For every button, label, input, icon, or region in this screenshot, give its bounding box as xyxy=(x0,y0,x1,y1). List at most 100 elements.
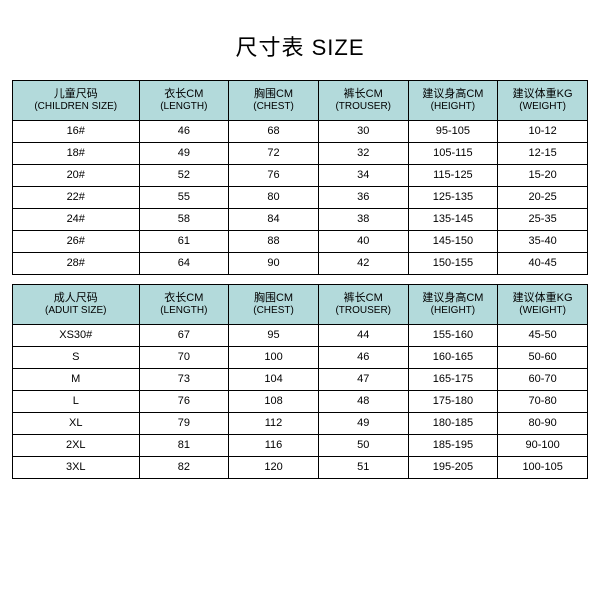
table-cell: 112 xyxy=(229,413,319,435)
col-weight: 建议体重KG(WEIGHT) xyxy=(498,81,588,121)
page-title: 尺寸表 SIZE xyxy=(235,30,364,62)
table-row: 2XL8111650185-19590-100 xyxy=(13,435,588,457)
table-cell: 100 xyxy=(229,347,319,369)
col-length: 衣长CM(LENGTH) xyxy=(139,285,229,325)
table-cell: 76 xyxy=(229,165,319,187)
table-cell: 73 xyxy=(139,369,229,391)
table-row: 24#588438135-14525-35 xyxy=(13,209,588,231)
table-cell: 185-195 xyxy=(408,435,498,457)
table-cell: 81 xyxy=(139,435,229,457)
col-chest: 胸围CM(CHEST) xyxy=(229,81,319,121)
table-cell: 90 xyxy=(229,253,319,275)
col-trouser: 裤长CM(TROUSER) xyxy=(318,285,408,325)
table-cell: 135-145 xyxy=(408,209,498,231)
table-cell: 3XL xyxy=(13,457,140,479)
table-cell: 38 xyxy=(318,209,408,231)
table-cell: 20# xyxy=(13,165,140,187)
table-cell: 49 xyxy=(139,143,229,165)
table-gap xyxy=(13,275,588,285)
table-cell: M xyxy=(13,369,140,391)
col-children-size: 儿童尺码(CHILDREN SIZE) xyxy=(13,81,140,121)
table-row: XL7911249180-18580-90 xyxy=(13,413,588,435)
table-row: S7010046160-16550-60 xyxy=(13,347,588,369)
table-row: 26#618840145-15035-40 xyxy=(13,231,588,253)
table-cell: 42 xyxy=(318,253,408,275)
table-cell: 40 xyxy=(318,231,408,253)
table-cell: 76 xyxy=(139,391,229,413)
table-cell: 32 xyxy=(318,143,408,165)
table-cell: 36 xyxy=(318,187,408,209)
size-table: 儿童尺码(CHILDREN SIZE) 衣长CM(LENGTH) 胸围CM(CH… xyxy=(12,80,588,479)
col-adult-size: 成人尺码(ADUIT SIZE) xyxy=(13,285,140,325)
col-height: 建议身高CM(HEIGHT) xyxy=(408,285,498,325)
table-cell: 60-70 xyxy=(498,369,588,391)
table-row: L7610848175-18070-80 xyxy=(13,391,588,413)
table-row: 18#497232105-11512-15 xyxy=(13,143,588,165)
table-cell: 82 xyxy=(139,457,229,479)
table-cell: 25-35 xyxy=(498,209,588,231)
table-cell: 22# xyxy=(13,187,140,209)
table-cell: XL xyxy=(13,413,140,435)
table-row: 16#46683095-10510-12 xyxy=(13,121,588,143)
table-cell: 105-115 xyxy=(408,143,498,165)
children-header: 儿童尺码(CHILDREN SIZE) 衣长CM(LENGTH) 胸围CM(CH… xyxy=(13,81,588,121)
table-cell: 160-165 xyxy=(408,347,498,369)
table-cell: 55 xyxy=(139,187,229,209)
col-chest: 胸围CM(CHEST) xyxy=(229,285,319,325)
table-cell: 115-125 xyxy=(408,165,498,187)
table-cell: 155-160 xyxy=(408,325,498,347)
table-row: 28#649042150-15540-45 xyxy=(13,253,588,275)
table-cell: 50-60 xyxy=(498,347,588,369)
adult-header: 成人尺码(ADUIT SIZE) 衣长CM(LENGTH) 胸围CM(CHEST… xyxy=(13,285,588,325)
table-cell: 95 xyxy=(229,325,319,347)
table-cell: 175-180 xyxy=(408,391,498,413)
table-cell: 67 xyxy=(139,325,229,347)
table-cell: 195-205 xyxy=(408,457,498,479)
table-cell: 70 xyxy=(139,347,229,369)
table-cell: 12-15 xyxy=(498,143,588,165)
table-cell: 16# xyxy=(13,121,140,143)
table-row: XS30#679544155-16045-50 xyxy=(13,325,588,347)
table-cell: 46 xyxy=(139,121,229,143)
table-row: 20#527634115-12515-20 xyxy=(13,165,588,187)
table-cell: 64 xyxy=(139,253,229,275)
table-cell: 44 xyxy=(318,325,408,347)
table-cell: 15-20 xyxy=(498,165,588,187)
table-cell: 34 xyxy=(318,165,408,187)
table-cell: 95-105 xyxy=(408,121,498,143)
table-cell: 108 xyxy=(229,391,319,413)
col-trouser: 裤长CM(TROUSER) xyxy=(318,81,408,121)
table-cell: L xyxy=(13,391,140,413)
col-height: 建议身高CM(HEIGHT) xyxy=(408,81,498,121)
children-body: 16#46683095-10510-1218#497232105-11512-1… xyxy=(13,121,588,275)
table-cell: 70-80 xyxy=(498,391,588,413)
table-cell: 20-25 xyxy=(498,187,588,209)
table-cell: 150-155 xyxy=(408,253,498,275)
table-cell: 68 xyxy=(229,121,319,143)
table-cell: 180-185 xyxy=(408,413,498,435)
col-length: 衣长CM(LENGTH) xyxy=(139,81,229,121)
table-cell: 100-105 xyxy=(498,457,588,479)
table-cell: XS30# xyxy=(13,325,140,347)
table-cell: S xyxy=(13,347,140,369)
table-row: 22#558036125-13520-25 xyxy=(13,187,588,209)
table-cell: 48 xyxy=(318,391,408,413)
table-cell: 165-175 xyxy=(408,369,498,391)
table-cell: 52 xyxy=(139,165,229,187)
table-cell: 80 xyxy=(229,187,319,209)
table-cell: 35-40 xyxy=(498,231,588,253)
table-cell: 104 xyxy=(229,369,319,391)
table-cell: 61 xyxy=(139,231,229,253)
table-cell: 116 xyxy=(229,435,319,457)
table-cell: 26# xyxy=(13,231,140,253)
table-cell: 40-45 xyxy=(498,253,588,275)
table-cell: 125-135 xyxy=(408,187,498,209)
table-cell: 72 xyxy=(229,143,319,165)
table-cell: 120 xyxy=(229,457,319,479)
table-cell: 145-150 xyxy=(408,231,498,253)
table-cell: 28# xyxy=(13,253,140,275)
table-cell: 24# xyxy=(13,209,140,231)
adult-body: XS30#679544155-16045-50S7010046160-16550… xyxy=(13,325,588,479)
table-cell: 58 xyxy=(139,209,229,231)
table-cell: 80-90 xyxy=(498,413,588,435)
